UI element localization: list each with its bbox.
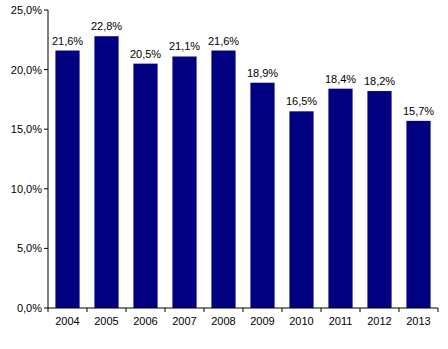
x-tick-label: 2012	[367, 315, 391, 327]
bar	[289, 111, 313, 308]
bar	[133, 64, 157, 308]
bar	[250, 83, 274, 308]
data-label: 16,5%	[286, 95, 317, 107]
x-tick	[126, 308, 127, 312]
y-tick	[44, 308, 48, 309]
data-label: 18,4%	[325, 73, 356, 85]
bar	[367, 91, 391, 308]
x-tick-label: 2006	[133, 315, 157, 327]
bars	[55, 36, 430, 308]
x-tick	[165, 308, 166, 312]
data-label: 15,7%	[403, 105, 434, 117]
x-tick-label: 2005	[94, 315, 118, 327]
data-label: 20,5%	[130, 48, 161, 60]
x-tick	[360, 308, 361, 312]
x-tick	[87, 308, 88, 312]
x-tick	[282, 308, 283, 312]
x-tick	[321, 308, 322, 312]
y-tick	[44, 10, 48, 11]
y-tick	[44, 129, 48, 130]
x-tick	[438, 308, 439, 312]
y-tick	[44, 188, 48, 189]
y-tick-label: 25,0%	[11, 4, 42, 16]
chart: 21,6% 22,8% 20,5% 21,1% 21,6% 18,9% 16,5% 18,4%…	[0, 0, 448, 349]
bar	[172, 56, 196, 308]
y-axis	[48, 10, 49, 308]
data-label: 21,1%	[169, 40, 200, 52]
x-tick-label: 2010	[289, 315, 313, 327]
bar	[94, 36, 118, 308]
y-tick	[44, 69, 48, 70]
y-tick-label: 10,0%	[11, 183, 42, 195]
x-tick-label: 2004	[55, 315, 79, 327]
y-tick	[44, 248, 48, 249]
x-tick-label: 2008	[211, 315, 235, 327]
bar	[406, 121, 430, 308]
x-tick-label: 2009	[250, 315, 274, 327]
y-tick-label: 5,0%	[17, 242, 42, 254]
chart-container: 21,6% 22,8% 20,5% 21,1% 21,6% 18,9% 16,5% 18,4%…	[0, 0, 448, 349]
x-tick	[399, 308, 400, 312]
x-tick	[48, 308, 49, 312]
bar	[55, 51, 79, 308]
y-tick-label: 0,0%	[17, 302, 42, 314]
bar	[211, 51, 235, 308]
x-tick	[243, 308, 244, 312]
y-tick-label: 20,0%	[11, 64, 42, 76]
data-label: 21,6%	[208, 35, 239, 47]
data-label: 21,6%	[52, 35, 83, 47]
y-tick-label: 15,0%	[11, 123, 42, 135]
data-label: 22,8%	[91, 20, 122, 32]
x-tick-label: 2013	[406, 315, 430, 327]
x-tick	[204, 308, 205, 312]
data-label: 18,9%	[247, 67, 278, 79]
x-tick-label: 2011	[329, 315, 353, 327]
x-tick-label: 2007	[172, 315, 196, 327]
data-label: 18,2%	[364, 75, 395, 87]
bar	[328, 89, 352, 308]
